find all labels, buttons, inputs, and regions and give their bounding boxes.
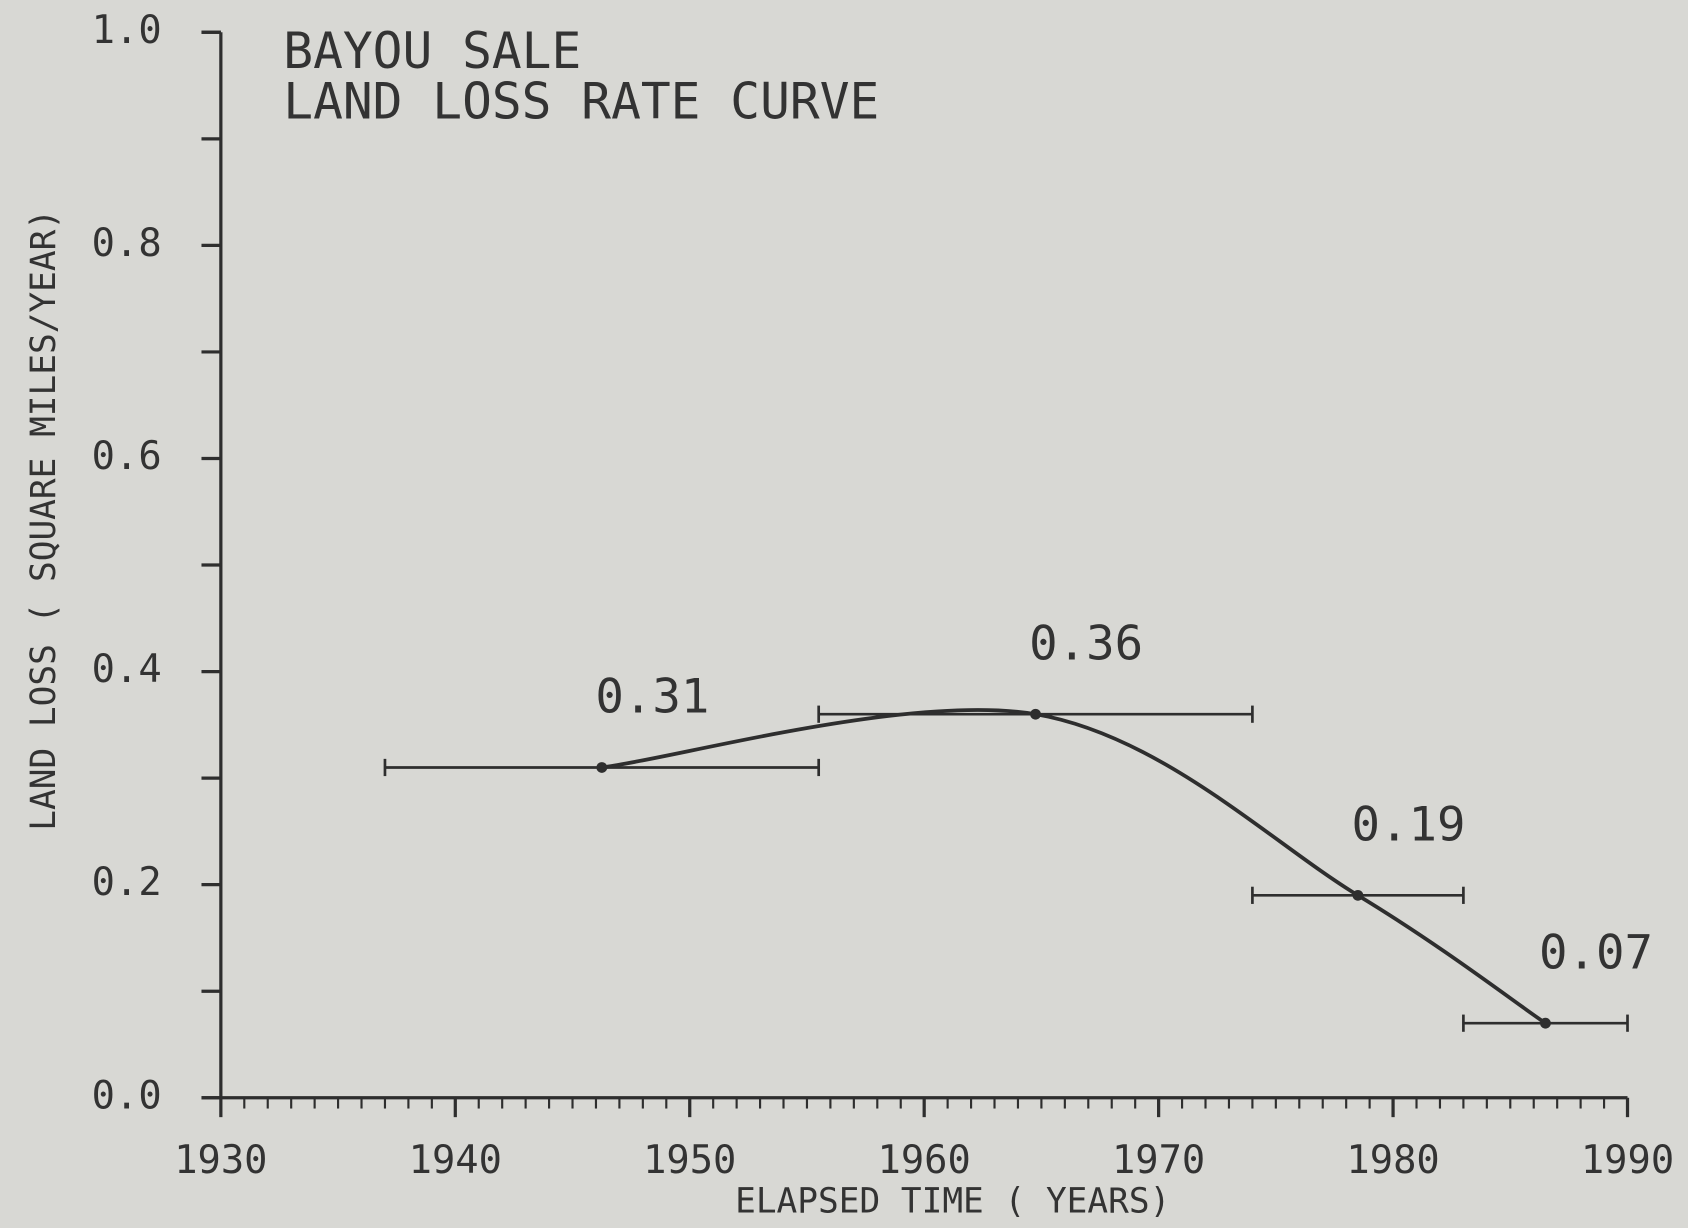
point — [1352, 889, 1364, 901]
point — [1540, 1017, 1551, 1029]
y-tick-label: 0.2 — [92, 860, 162, 905]
y-tick-label: 0.0 — [92, 1073, 162, 1118]
x-tick-label: 1950 — [643, 1138, 736, 1183]
y-axis-label: LAND LOSS ( SQUARE MILES/YEAR) — [24, 209, 64, 831]
data-label: 0.07 — [1539, 925, 1653, 980]
data-label: 0.19 — [1351, 798, 1465, 853]
x-tick-label: 1990 — [1581, 1138, 1674, 1183]
y-tick-label: 0.4 — [92, 647, 162, 692]
data-label: 0.36 — [1029, 616, 1143, 671]
chart-title: LAND LOSS RATE CURVE — [283, 72, 879, 130]
x-tick-label: 1960 — [878, 1138, 971, 1183]
point — [596, 762, 608, 773]
chart-title: BAYOU SALE — [283, 22, 581, 80]
y-tick-label: 0.6 — [92, 434, 162, 479]
x-tick-label: 1980 — [1346, 1138, 1439, 1183]
data-label: 0.31 — [595, 670, 709, 725]
x-tick-label: 1930 — [174, 1138, 267, 1183]
point — [1030, 708, 1041, 720]
y-tick-label: 1.0 — [92, 8, 162, 53]
y-tick-label: 0.8 — [92, 221, 162, 266]
curve — [601, 708, 1547, 1025]
x-tick-label: 1940 — [409, 1138, 502, 1183]
x-tick-label: 1970 — [1112, 1138, 1205, 1183]
x-axis-label: ELAPSED TIME ( YEARS) — [735, 1182, 1170, 1222]
